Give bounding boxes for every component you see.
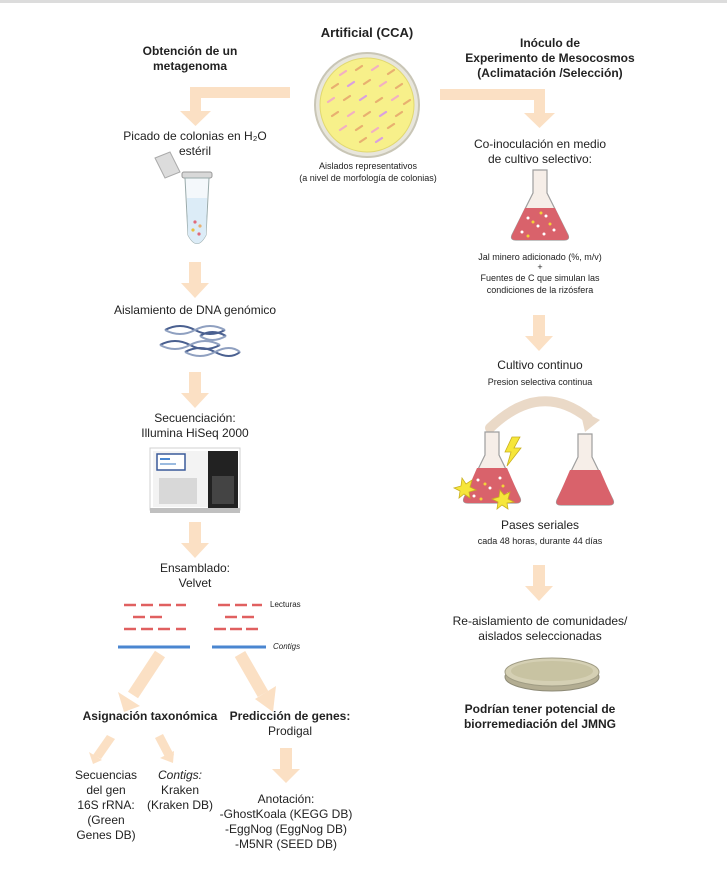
taxonomy-header: Asignación taxonómica — [82, 709, 218, 723]
contigs-label: Contigs — [273, 642, 301, 651]
reads-dashes — [124, 603, 262, 631]
coinoculation-line1: Co-inoculación en medio — [473, 137, 607, 151]
plus-sign: + — [537, 262, 543, 272]
taxonomy-16s-line5: Genes DB) — [76, 828, 136, 842]
annotation-item-2: -EggNog (EggNog DB) — [224, 822, 348, 836]
arrow-down-r1 — [525, 315, 553, 351]
taxonomy-contigs-line2: Kraken — [160, 783, 200, 797]
arrow-to-genes — [234, 651, 276, 712]
serial-passages: Pases seriales — [500, 518, 580, 532]
microtube-icon — [154, 151, 213, 244]
left-connector-arrow — [180, 87, 290, 126]
conclusion-line2: biorremediación del JMNG — [463, 717, 617, 731]
carbon-sources-line1: Fuentes de C que simulan las — [480, 273, 600, 283]
annotation-item-3: -M5NR (SEED DB) — [234, 837, 337, 851]
taxonomy-16s-line4: (Green — [87, 813, 125, 827]
reisolation-line1: Re-aislamiento de comunidades/ — [452, 614, 628, 628]
flask-result-icon — [555, 433, 615, 506]
step-colonies-line2: estéril — [178, 144, 211, 158]
step-sequencing-line2: Illumina HiSeq 2000 — [141, 426, 249, 440]
carbon-sources-line2: condiciones de la rizósfera — [486, 285, 594, 295]
plate-caption-line2: (a nivel de morfología de colonias) — [299, 173, 437, 183]
petri-dish-icon — [504, 657, 600, 692]
arrow-tax-b — [155, 734, 174, 763]
arrow-to-annotation — [272, 748, 300, 783]
taxonomy-contigs-line3: (Kraken DB) — [146, 798, 214, 812]
arrow-down-3 — [181, 522, 209, 558]
taxonomy-contigs-line1: Contigs: — [157, 768, 203, 782]
annotation-item-1: -GhostKoala (KEGG DB) — [219, 807, 353, 821]
flask-lightning-icon — [452, 431, 522, 510]
right-connector-arrow — [440, 89, 555, 128]
arrow-down-r2 — [525, 565, 553, 601]
taxonomy-16s-line1: Secuencias — [74, 768, 138, 782]
step-assembly-line1: Ensamblado: — [159, 561, 231, 575]
inoculum-header-line2: Experimento de Mesocosmos — [465, 51, 635, 65]
taxonomy-16s-line3: 16S rRNA: — [77, 798, 135, 812]
plate-caption-line1: Aislados representativos — [318, 161, 418, 171]
taxonomy-16s-line2: del gen — [86, 783, 126, 797]
metagenome-header-line1: Obtención de un — [142, 44, 238, 58]
sequencer-icon — [149, 447, 241, 513]
step-dna-isolation: Aislamiento de DNA genómico — [113, 303, 277, 317]
flask-icon — [510, 169, 570, 241]
reisolation-line2: aislados seleccionadas — [478, 629, 602, 643]
arrow-tax-a — [89, 735, 115, 764]
gene-prediction-tool: Prodigal — [267, 724, 313, 738]
arrow-down-2 — [181, 372, 209, 408]
inoculum-header-line3: (Aclimatación /Selección) — [477, 66, 623, 80]
step-sequencing-line1: Secuenciación: — [154, 411, 236, 425]
gene-prediction-header: Predicción de genes: — [229, 709, 351, 723]
tailings-added: Jal minero adicionado (%, m/v) — [478, 252, 602, 262]
inoculum-header-line1: Inóculo de — [520, 36, 580, 50]
top-border — [0, 0, 727, 3]
step-colonies-line1: Picado de colonias en H₂O — [123, 129, 267, 143]
serial-passages-detail: cada 48 horas, durante 44 días — [477, 536, 603, 546]
conclusion-line1: Podrían tener potencial de — [464, 702, 616, 716]
arrow-down-1 — [181, 262, 209, 298]
step-assembly-line2: Velvet — [178, 576, 212, 590]
reads-label: Lecturas — [270, 600, 301, 609]
curved-arrow — [485, 396, 600, 433]
coinoculation-line2: de cultivo selectivo: — [487, 152, 593, 166]
selective-pressure: Presion selectiva continua — [487, 377, 593, 387]
source-title: Artificial (CCA) — [320, 25, 414, 40]
continuous-culture: Cultivo continuo — [497, 358, 583, 372]
dna-icon — [159, 325, 241, 357]
metagenome-header-line2: metagenoma — [152, 59, 228, 73]
arrow-to-taxonomy — [118, 650, 166, 712]
petri-plate — [314, 52, 420, 158]
annotation-title: Anotación: — [257, 792, 315, 806]
